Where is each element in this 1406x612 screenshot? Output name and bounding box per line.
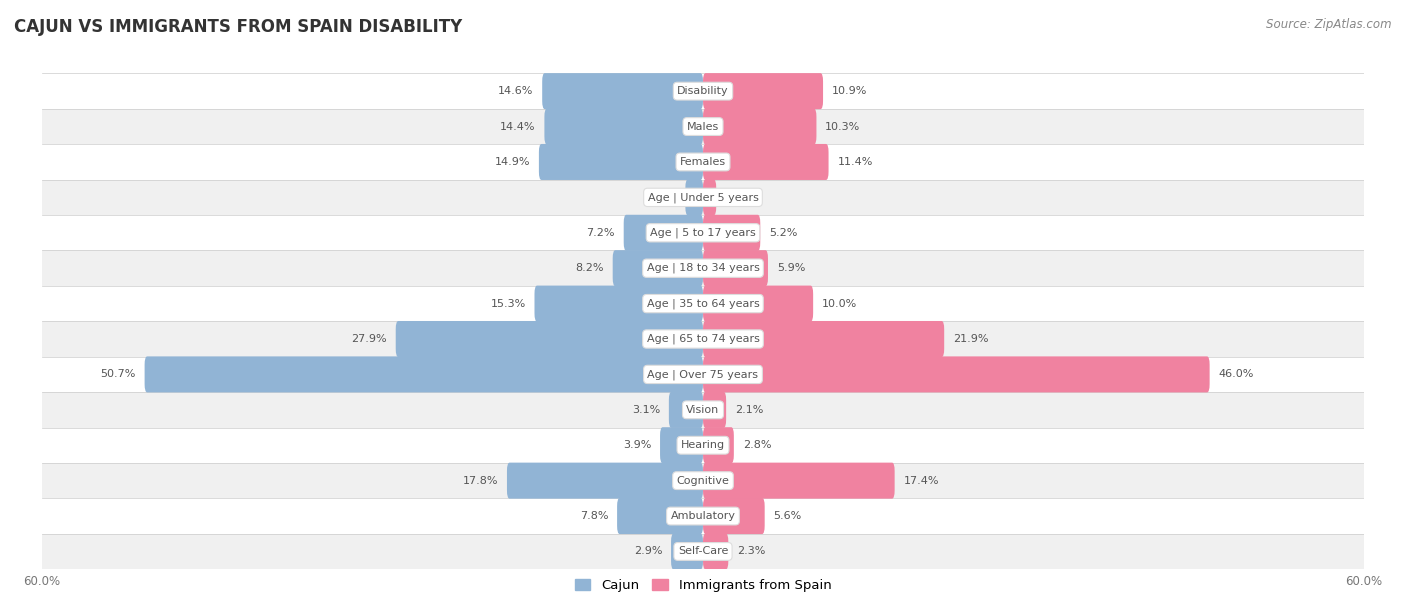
FancyBboxPatch shape xyxy=(703,179,716,215)
Text: Females: Females xyxy=(681,157,725,167)
FancyBboxPatch shape xyxy=(538,144,703,180)
Text: Vision: Vision xyxy=(686,405,720,415)
Bar xyxy=(42,534,1364,569)
Bar xyxy=(42,109,1364,144)
Text: 5.6%: 5.6% xyxy=(773,511,801,521)
Text: 14.9%: 14.9% xyxy=(495,157,530,167)
FancyBboxPatch shape xyxy=(544,108,703,144)
Bar xyxy=(42,392,1364,428)
Bar xyxy=(42,73,1364,109)
Text: Age | 5 to 17 years: Age | 5 to 17 years xyxy=(650,228,756,238)
Text: 46.0%: 46.0% xyxy=(1219,370,1254,379)
FancyBboxPatch shape xyxy=(703,392,725,428)
Text: 2.8%: 2.8% xyxy=(742,440,770,450)
Text: 8.2%: 8.2% xyxy=(575,263,605,273)
Text: 7.2%: 7.2% xyxy=(586,228,614,238)
Text: 14.6%: 14.6% xyxy=(498,86,533,96)
Text: 27.9%: 27.9% xyxy=(352,334,387,344)
FancyBboxPatch shape xyxy=(703,286,813,322)
Bar xyxy=(42,498,1364,534)
Text: Ambulatory: Ambulatory xyxy=(671,511,735,521)
Bar xyxy=(42,463,1364,498)
Text: Hearing: Hearing xyxy=(681,440,725,450)
Text: Age | Over 75 years: Age | Over 75 years xyxy=(648,369,758,379)
Text: Age | 65 to 74 years: Age | 65 to 74 years xyxy=(647,334,759,345)
Bar xyxy=(42,321,1364,357)
Bar xyxy=(42,357,1364,392)
Text: 1.2%: 1.2% xyxy=(725,192,754,203)
FancyBboxPatch shape xyxy=(703,215,761,251)
Text: 50.7%: 50.7% xyxy=(100,370,136,379)
FancyBboxPatch shape xyxy=(669,392,703,428)
Text: 3.1%: 3.1% xyxy=(631,405,659,415)
FancyBboxPatch shape xyxy=(703,427,734,463)
Text: 11.4%: 11.4% xyxy=(838,157,873,167)
FancyBboxPatch shape xyxy=(703,73,823,109)
Bar xyxy=(42,215,1364,250)
Legend: Cajun, Immigrants from Spain: Cajun, Immigrants from Spain xyxy=(569,573,837,597)
Text: 2.9%: 2.9% xyxy=(634,547,662,556)
FancyBboxPatch shape xyxy=(703,321,945,357)
FancyBboxPatch shape xyxy=(613,250,703,286)
Bar xyxy=(42,286,1364,321)
Text: 5.9%: 5.9% xyxy=(776,263,806,273)
Text: Self-Care: Self-Care xyxy=(678,547,728,556)
FancyBboxPatch shape xyxy=(617,498,703,534)
Text: 7.8%: 7.8% xyxy=(579,511,609,521)
Text: 10.9%: 10.9% xyxy=(832,86,868,96)
Text: CAJUN VS IMMIGRANTS FROM SPAIN DISABILITY: CAJUN VS IMMIGRANTS FROM SPAIN DISABILIT… xyxy=(14,18,463,36)
FancyBboxPatch shape xyxy=(508,463,703,499)
FancyBboxPatch shape xyxy=(703,498,765,534)
Text: 17.8%: 17.8% xyxy=(463,476,498,486)
Text: Males: Males xyxy=(688,122,718,132)
Bar xyxy=(42,250,1364,286)
Bar xyxy=(42,144,1364,180)
FancyBboxPatch shape xyxy=(543,73,703,109)
FancyBboxPatch shape xyxy=(703,356,1209,392)
FancyBboxPatch shape xyxy=(703,108,817,144)
FancyBboxPatch shape xyxy=(703,144,828,180)
Text: 17.4%: 17.4% xyxy=(904,476,939,486)
Text: Age | 35 to 64 years: Age | 35 to 64 years xyxy=(647,298,759,309)
Text: 21.9%: 21.9% xyxy=(953,334,988,344)
Text: Age | Under 5 years: Age | Under 5 years xyxy=(648,192,758,203)
Text: Disability: Disability xyxy=(678,86,728,96)
Text: 1.6%: 1.6% xyxy=(648,192,676,203)
Text: Cognitive: Cognitive xyxy=(676,476,730,486)
FancyBboxPatch shape xyxy=(624,215,703,251)
Text: 3.9%: 3.9% xyxy=(623,440,651,450)
FancyBboxPatch shape xyxy=(534,286,703,322)
FancyBboxPatch shape xyxy=(703,463,894,499)
Bar xyxy=(42,428,1364,463)
Text: 5.2%: 5.2% xyxy=(769,228,797,238)
Text: 10.0%: 10.0% xyxy=(823,299,858,308)
Bar xyxy=(42,180,1364,215)
Text: 14.4%: 14.4% xyxy=(501,122,536,132)
FancyBboxPatch shape xyxy=(145,356,703,392)
FancyBboxPatch shape xyxy=(659,427,703,463)
FancyBboxPatch shape xyxy=(395,321,703,357)
FancyBboxPatch shape xyxy=(703,250,768,286)
FancyBboxPatch shape xyxy=(685,179,703,215)
Text: Age | 18 to 34 years: Age | 18 to 34 years xyxy=(647,263,759,274)
Text: Source: ZipAtlas.com: Source: ZipAtlas.com xyxy=(1267,18,1392,31)
Text: 2.1%: 2.1% xyxy=(735,405,763,415)
FancyBboxPatch shape xyxy=(703,534,728,570)
Text: 2.3%: 2.3% xyxy=(737,547,765,556)
FancyBboxPatch shape xyxy=(671,534,703,570)
Text: 10.3%: 10.3% xyxy=(825,122,860,132)
Text: 15.3%: 15.3% xyxy=(491,299,526,308)
